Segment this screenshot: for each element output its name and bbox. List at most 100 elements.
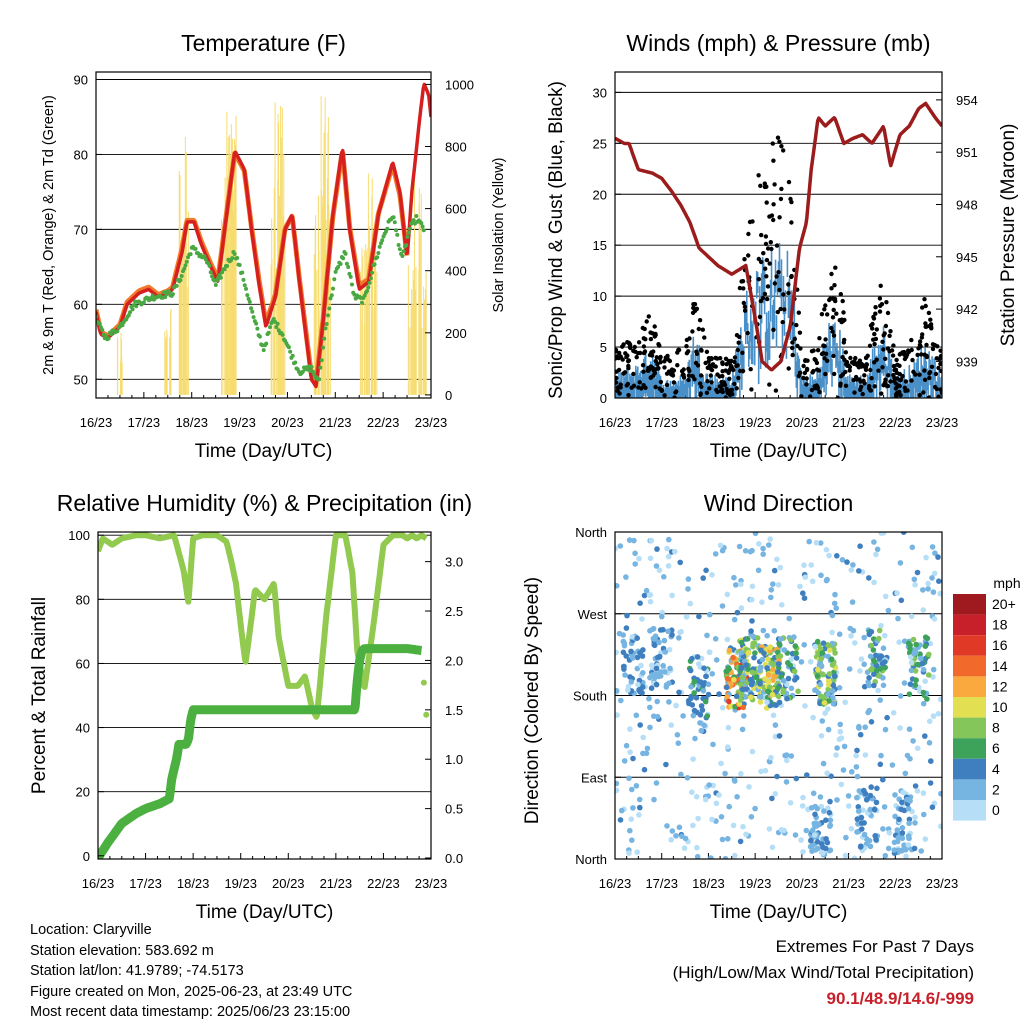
direction-point <box>857 668 863 674</box>
direction-y-label: Direction (Colored By Speed) <box>522 577 543 824</box>
direction-point <box>700 688 707 694</box>
colorbar-label: 20+ <box>992 596 1016 612</box>
direction-point <box>874 546 881 553</box>
direction-point <box>850 562 856 568</box>
direction-point <box>627 749 633 755</box>
direction-point <box>800 590 806 596</box>
gust-point <box>883 323 889 329</box>
direction-point <box>894 590 900 596</box>
gust-point <box>675 363 680 368</box>
td-point <box>414 214 419 218</box>
direction-point <box>687 667 694 674</box>
wind-tick-label: 25 <box>593 136 607 151</box>
gust-point <box>794 322 799 328</box>
direction-point <box>834 745 840 751</box>
td-point <box>385 226 390 231</box>
direction-point <box>652 636 658 642</box>
gust-point <box>880 339 885 344</box>
gust-point <box>690 329 695 334</box>
td-point <box>319 358 324 363</box>
direction-point <box>927 780 934 786</box>
gust-point <box>734 386 739 391</box>
direction-point <box>858 814 865 821</box>
direction-point <box>641 766 648 773</box>
direction-point <box>871 671 877 677</box>
gust-point <box>897 363 902 368</box>
direction-point <box>624 612 630 619</box>
gust-point <box>775 135 781 140</box>
direction-point <box>919 660 925 667</box>
direction-point <box>644 745 651 752</box>
gust-point <box>886 373 891 378</box>
direction-point <box>819 718 826 724</box>
direction-point <box>667 665 673 672</box>
direction-point <box>867 653 874 660</box>
gust-point <box>762 184 768 190</box>
direction-point <box>628 816 634 822</box>
gust-point <box>870 326 875 331</box>
plot-border <box>97 531 432 860</box>
gust-point <box>867 343 873 348</box>
td-point <box>365 288 370 293</box>
gust-point <box>789 274 794 280</box>
gust-point <box>898 378 903 383</box>
gust-point <box>786 290 791 296</box>
rh-tick-label: 80 <box>76 592 90 607</box>
x-tick-label: 19/23 <box>224 876 257 891</box>
direction-point <box>826 671 833 677</box>
gust-point <box>823 371 828 377</box>
td-point <box>404 243 409 248</box>
direction-point <box>861 683 868 690</box>
direction-point <box>768 754 774 761</box>
direction-point <box>768 587 775 593</box>
td-point <box>246 296 251 301</box>
direction-point <box>741 713 747 719</box>
direction-point <box>871 682 877 689</box>
gust-point <box>832 283 837 288</box>
direction-point <box>814 805 821 812</box>
direction-point <box>842 699 848 706</box>
direction-point <box>738 639 745 646</box>
direction-point <box>647 724 653 731</box>
gust-point <box>719 387 725 392</box>
td-point <box>247 299 252 304</box>
gust-point <box>928 317 933 322</box>
direction-point <box>876 655 883 662</box>
gust-point <box>917 339 923 344</box>
direction-point <box>719 705 726 711</box>
direction-point <box>708 855 714 859</box>
gust-point <box>810 370 815 375</box>
direction-point <box>900 789 906 796</box>
direction-point <box>920 700 927 707</box>
direction-point <box>661 574 667 580</box>
direction-point <box>673 702 679 709</box>
x-axis-label: Time (Day/UTC) <box>710 441 848 462</box>
direction-point <box>826 647 833 653</box>
gust-point <box>765 284 771 289</box>
gust-point <box>631 348 636 353</box>
direction-point <box>833 752 839 758</box>
td-point <box>317 377 322 382</box>
direction-point <box>627 726 633 732</box>
direction-point <box>623 574 629 580</box>
direction-point <box>718 814 725 820</box>
rh-point <box>420 679 427 686</box>
gust-point <box>888 329 893 334</box>
gust-point <box>729 387 735 393</box>
direction-point <box>775 685 781 692</box>
direction-point <box>885 607 892 614</box>
direction-point <box>768 594 774 601</box>
direction-point <box>868 666 874 673</box>
gust-point <box>770 141 775 146</box>
x-tick-label: 21/23 <box>319 415 352 430</box>
direction-point <box>866 837 873 844</box>
td-point <box>336 265 341 269</box>
direction-point <box>770 666 776 672</box>
extremes-box: Extremes For Past 7 Days (High/Low/Max W… <box>673 934 974 1012</box>
direction-point <box>728 681 734 687</box>
direction-point <box>825 805 831 811</box>
precip-line <box>98 644 426 859</box>
direction-point <box>761 650 767 657</box>
direction-point <box>861 831 868 838</box>
gust-point <box>735 347 741 353</box>
